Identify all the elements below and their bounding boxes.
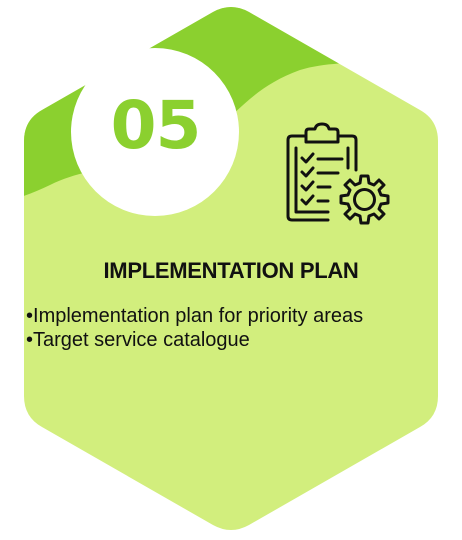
card-title: IMPLEMENTATION PLAN (103, 258, 359, 283)
bullet-item: Implementation plan for priority areas (26, 304, 456, 328)
bullet-item: Target service catalogue (26, 328, 456, 352)
bullet-list: Implementation plan for priority areas T… (26, 304, 456, 352)
step-number: 05 (110, 87, 202, 164)
clipboard-checklist-gear-icon (286, 122, 390, 225)
number-circle (71, 48, 239, 216)
